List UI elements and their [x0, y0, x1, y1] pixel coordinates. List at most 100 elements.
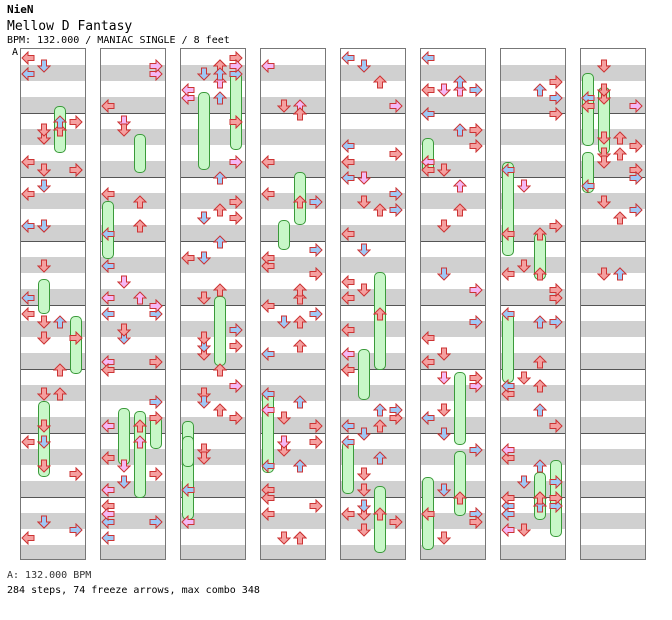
left-arrow-icon	[261, 491, 275, 505]
right-arrow-icon	[309, 307, 323, 321]
measure-line	[341, 433, 405, 434]
down-arrow-icon	[437, 531, 451, 545]
right-arrow-icon	[229, 195, 243, 209]
measure-line	[501, 177, 565, 178]
measure-line	[181, 241, 245, 242]
left-arrow-icon	[341, 291, 355, 305]
right-arrow-icon	[469, 83, 483, 97]
beat-stripe	[21, 449, 85, 465]
beat-stripe	[101, 257, 165, 273]
down-arrow-icon	[277, 435, 291, 449]
chart-meta: BPM: 132.000 / MANIAC SINGLE / 8 feet	[7, 35, 230, 46]
measure-line	[181, 497, 245, 498]
up-arrow-icon	[533, 403, 547, 417]
left-arrow-icon	[21, 219, 35, 233]
beat-stripe	[261, 193, 325, 209]
right-arrow-icon	[629, 171, 643, 185]
right-arrow-icon	[229, 211, 243, 225]
bpm-summary: A: 132.000 BPM	[7, 570, 92, 581]
beat-stripe	[181, 513, 245, 529]
beat-stripe	[501, 417, 565, 433]
right-arrow-icon	[309, 499, 323, 513]
left-arrow-icon	[421, 107, 435, 121]
measure-line	[581, 433, 645, 434]
left-arrow-icon	[581, 179, 595, 193]
chart-title: Mellow D Fantasy	[7, 19, 133, 34]
measure-line	[21, 177, 85, 178]
up-arrow-icon	[213, 235, 227, 249]
beat-stripe	[261, 353, 325, 369]
beat-stripe	[261, 513, 325, 529]
beat-stripe	[21, 545, 85, 559]
beat-stripe	[21, 321, 85, 337]
left-arrow-icon	[101, 307, 115, 321]
up-arrow-icon	[293, 315, 307, 329]
left-arrow-icon	[421, 507, 435, 521]
right-arrow-icon	[309, 435, 323, 449]
beat-stripe	[101, 513, 165, 529]
beat-stripe	[421, 65, 485, 81]
up-arrow-icon	[293, 107, 307, 121]
up-arrow-icon	[373, 451, 387, 465]
left-arrow-icon	[421, 163, 435, 177]
beat-stripe	[21, 481, 85, 497]
freeze-arrow	[134, 411, 146, 498]
left-arrow-icon	[181, 483, 195, 497]
beat-stripe	[341, 513, 405, 529]
measure-line	[101, 497, 165, 498]
down-arrow-icon	[517, 523, 531, 537]
beat-stripe	[421, 513, 485, 529]
beat-stripe	[581, 257, 645, 273]
right-arrow-icon	[549, 283, 563, 297]
down-arrow-icon	[37, 163, 51, 177]
right-arrow-icon	[309, 267, 323, 281]
left-arrow-icon	[21, 291, 35, 305]
beat-stripe	[501, 289, 565, 305]
down-arrow-icon	[357, 483, 371, 497]
down-arrow-icon	[437, 427, 451, 441]
beat-stripe	[341, 417, 405, 433]
beat-stripe	[181, 161, 245, 177]
down-arrow-icon	[37, 331, 51, 345]
beat-stripe	[501, 449, 565, 465]
left-arrow-icon	[261, 59, 275, 73]
beat-stripe	[181, 545, 245, 559]
left-arrow-icon	[101, 259, 115, 273]
right-arrow-icon	[69, 331, 83, 345]
down-arrow-icon	[117, 475, 131, 489]
left-arrow-icon	[261, 347, 275, 361]
down-arrow-icon	[357, 171, 371, 185]
up-arrow-icon	[213, 403, 227, 417]
down-arrow-icon	[37, 315, 51, 329]
left-arrow-icon	[341, 171, 355, 185]
right-arrow-icon	[469, 283, 483, 297]
down-arrow-icon	[37, 387, 51, 401]
up-arrow-icon	[373, 403, 387, 417]
beat-stripe	[341, 225, 405, 241]
beat-stripe	[101, 353, 165, 369]
down-arrow-icon	[437, 483, 451, 497]
beat-stripe	[101, 65, 165, 81]
beat-stripe	[261, 161, 325, 177]
beat-stripe	[101, 129, 165, 145]
right-arrow-icon	[229, 379, 243, 393]
left-arrow-icon	[421, 355, 435, 369]
beat-stripe	[21, 161, 85, 177]
right-arrow-icon	[69, 163, 83, 177]
beat-stripe	[21, 193, 85, 209]
freeze-arrow	[502, 312, 514, 383]
chart-column	[580, 48, 646, 560]
right-arrow-icon	[469, 443, 483, 457]
down-arrow-icon	[437, 347, 451, 361]
left-arrow-icon	[421, 331, 435, 345]
down-arrow-icon	[37, 219, 51, 233]
beat-stripe	[581, 97, 645, 113]
left-arrow-icon	[341, 435, 355, 449]
beat-stripe	[21, 225, 85, 241]
measure-line	[261, 369, 325, 370]
measure-line	[21, 369, 85, 370]
beat-stripe	[341, 481, 405, 497]
left-arrow-icon	[261, 387, 275, 401]
beat-stripe	[261, 545, 325, 559]
freeze-arrow	[118, 408, 130, 465]
